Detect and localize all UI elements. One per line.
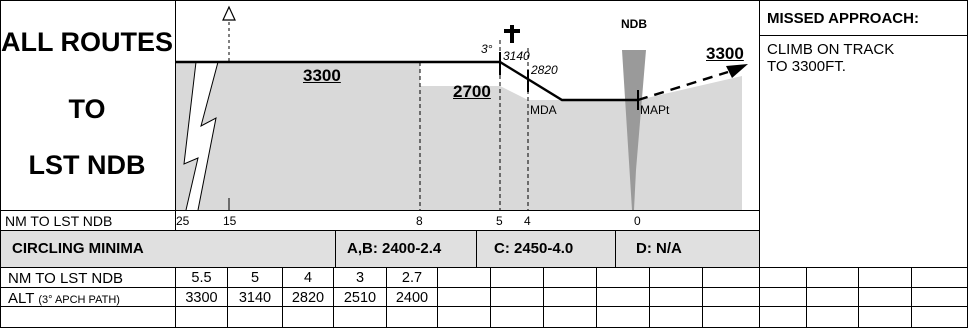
left-border — [0, 0, 1, 328]
distance-row-label: NM TO LST NDB — [5, 213, 113, 229]
circling-ab: A,B: 2400-2.4 — [347, 240, 442, 257]
table-row1-label: NM TO LST NDB — [8, 270, 124, 287]
ndb-label: NDB — [621, 17, 647, 31]
dist-cell-2: 5 — [250, 270, 260, 286]
alt-label-small: (3° APCH PATH) — [38, 294, 120, 306]
dist-cell-5: 2.7 — [401, 270, 423, 286]
col-div — [175, 267, 176, 328]
table-row2-label: ALT (3° APCH PATH) — [8, 290, 120, 307]
col-div — [333, 267, 334, 328]
circling-top — [0, 230, 760, 231]
triangle-icon — [222, 5, 236, 21]
fix-altitude-2820: 2820 — [531, 63, 558, 77]
col-div — [543, 267, 544, 328]
title-line-1: ALL ROUTES — [0, 27, 173, 57]
table-mid — [0, 287, 968, 288]
circling-div-2 — [476, 230, 477, 267]
alt-cell-5: 2400 — [395, 290, 429, 306]
break-line-right — [197, 61, 219, 211]
alt-cell-2: 3140 — [238, 290, 272, 306]
mda-label: MDA — [530, 103, 557, 117]
col-div — [596, 267, 597, 328]
break-band — [184, 62, 218, 210]
col-div — [649, 267, 650, 328]
alt-cell-1: 3300 — [185, 290, 218, 306]
col-div — [437, 267, 438, 328]
cross-obstacle-icon — [504, 25, 520, 43]
missed-approach-line-1: CLIMB ON TRACK — [767, 41, 895, 58]
arrow-icon — [726, 64, 748, 78]
col-div — [702, 267, 703, 328]
col-div — [490, 267, 491, 328]
altitude-initial: 3300 — [303, 66, 341, 85]
tick-label-15: 15 — [223, 214, 237, 228]
alt-label: ALT — [8, 290, 35, 307]
col-div — [911, 267, 912, 328]
table-bottom — [0, 306, 968, 307]
tick-label-8: 8 — [416, 214, 423, 228]
altitude-step: 2700 — [453, 82, 491, 101]
circling-bottom — [0, 267, 968, 268]
circling-label: CIRCLING MINIMA — [12, 240, 144, 257]
alt-cell-3: 2820 — [291, 290, 325, 306]
circling-c: C: 2450-4.0 — [494, 240, 574, 257]
distance-row-top — [0, 210, 760, 211]
circling-div-1 — [335, 230, 336, 267]
missed-divider — [759, 0, 760, 328]
col-div — [858, 267, 859, 328]
fix-altitude-3140: 3140 — [503, 49, 530, 63]
col-div — [386, 267, 387, 328]
top-border — [0, 0, 968, 1]
circling-d: D: N/A — [636, 240, 682, 257]
tick-label-5: 5 — [496, 214, 503, 228]
col-div — [227, 267, 228, 328]
title-line-2: TO — [68, 94, 106, 124]
altitude-missed: 3300 — [706, 44, 744, 63]
tick-label-4: 4 — [524, 214, 531, 228]
missed-heading-line — [759, 35, 968, 36]
col-div — [282, 267, 283, 328]
title-divider — [175, 0, 176, 230]
dist-cell-1: 5.5 — [191, 270, 212, 286]
dist-cell-3: 4 — [303, 270, 313, 286]
circling-background — [1, 231, 759, 267]
ndb-cone — [622, 50, 646, 210]
approach-path — [176, 60, 638, 102]
terrain-shading-final — [500, 86, 528, 210]
col-div — [806, 267, 807, 328]
circling-div-3 — [615, 230, 616, 267]
title-line-3: LST NDB — [28, 150, 146, 180]
break-line-left — [183, 61, 199, 211]
distance-col-left — [175, 210, 176, 230]
mapt-label: MAPt — [640, 103, 670, 117]
terrain-shading-step — [420, 86, 500, 210]
tick-label-0: 0 — [634, 214, 641, 228]
alt-cell-4: 2510 — [343, 290, 377, 306]
glide-angle-label: 3° — [481, 42, 493, 56]
tick-label-25: 25 — [176, 214, 190, 228]
missed-approach-heading: MISSED APPROACH: — [767, 10, 919, 27]
dist-cell-4: 3 — [355, 270, 365, 286]
missed-approach-line-2: TO 3300FT. — [767, 58, 846, 75]
terrain-shading — [176, 62, 420, 210]
